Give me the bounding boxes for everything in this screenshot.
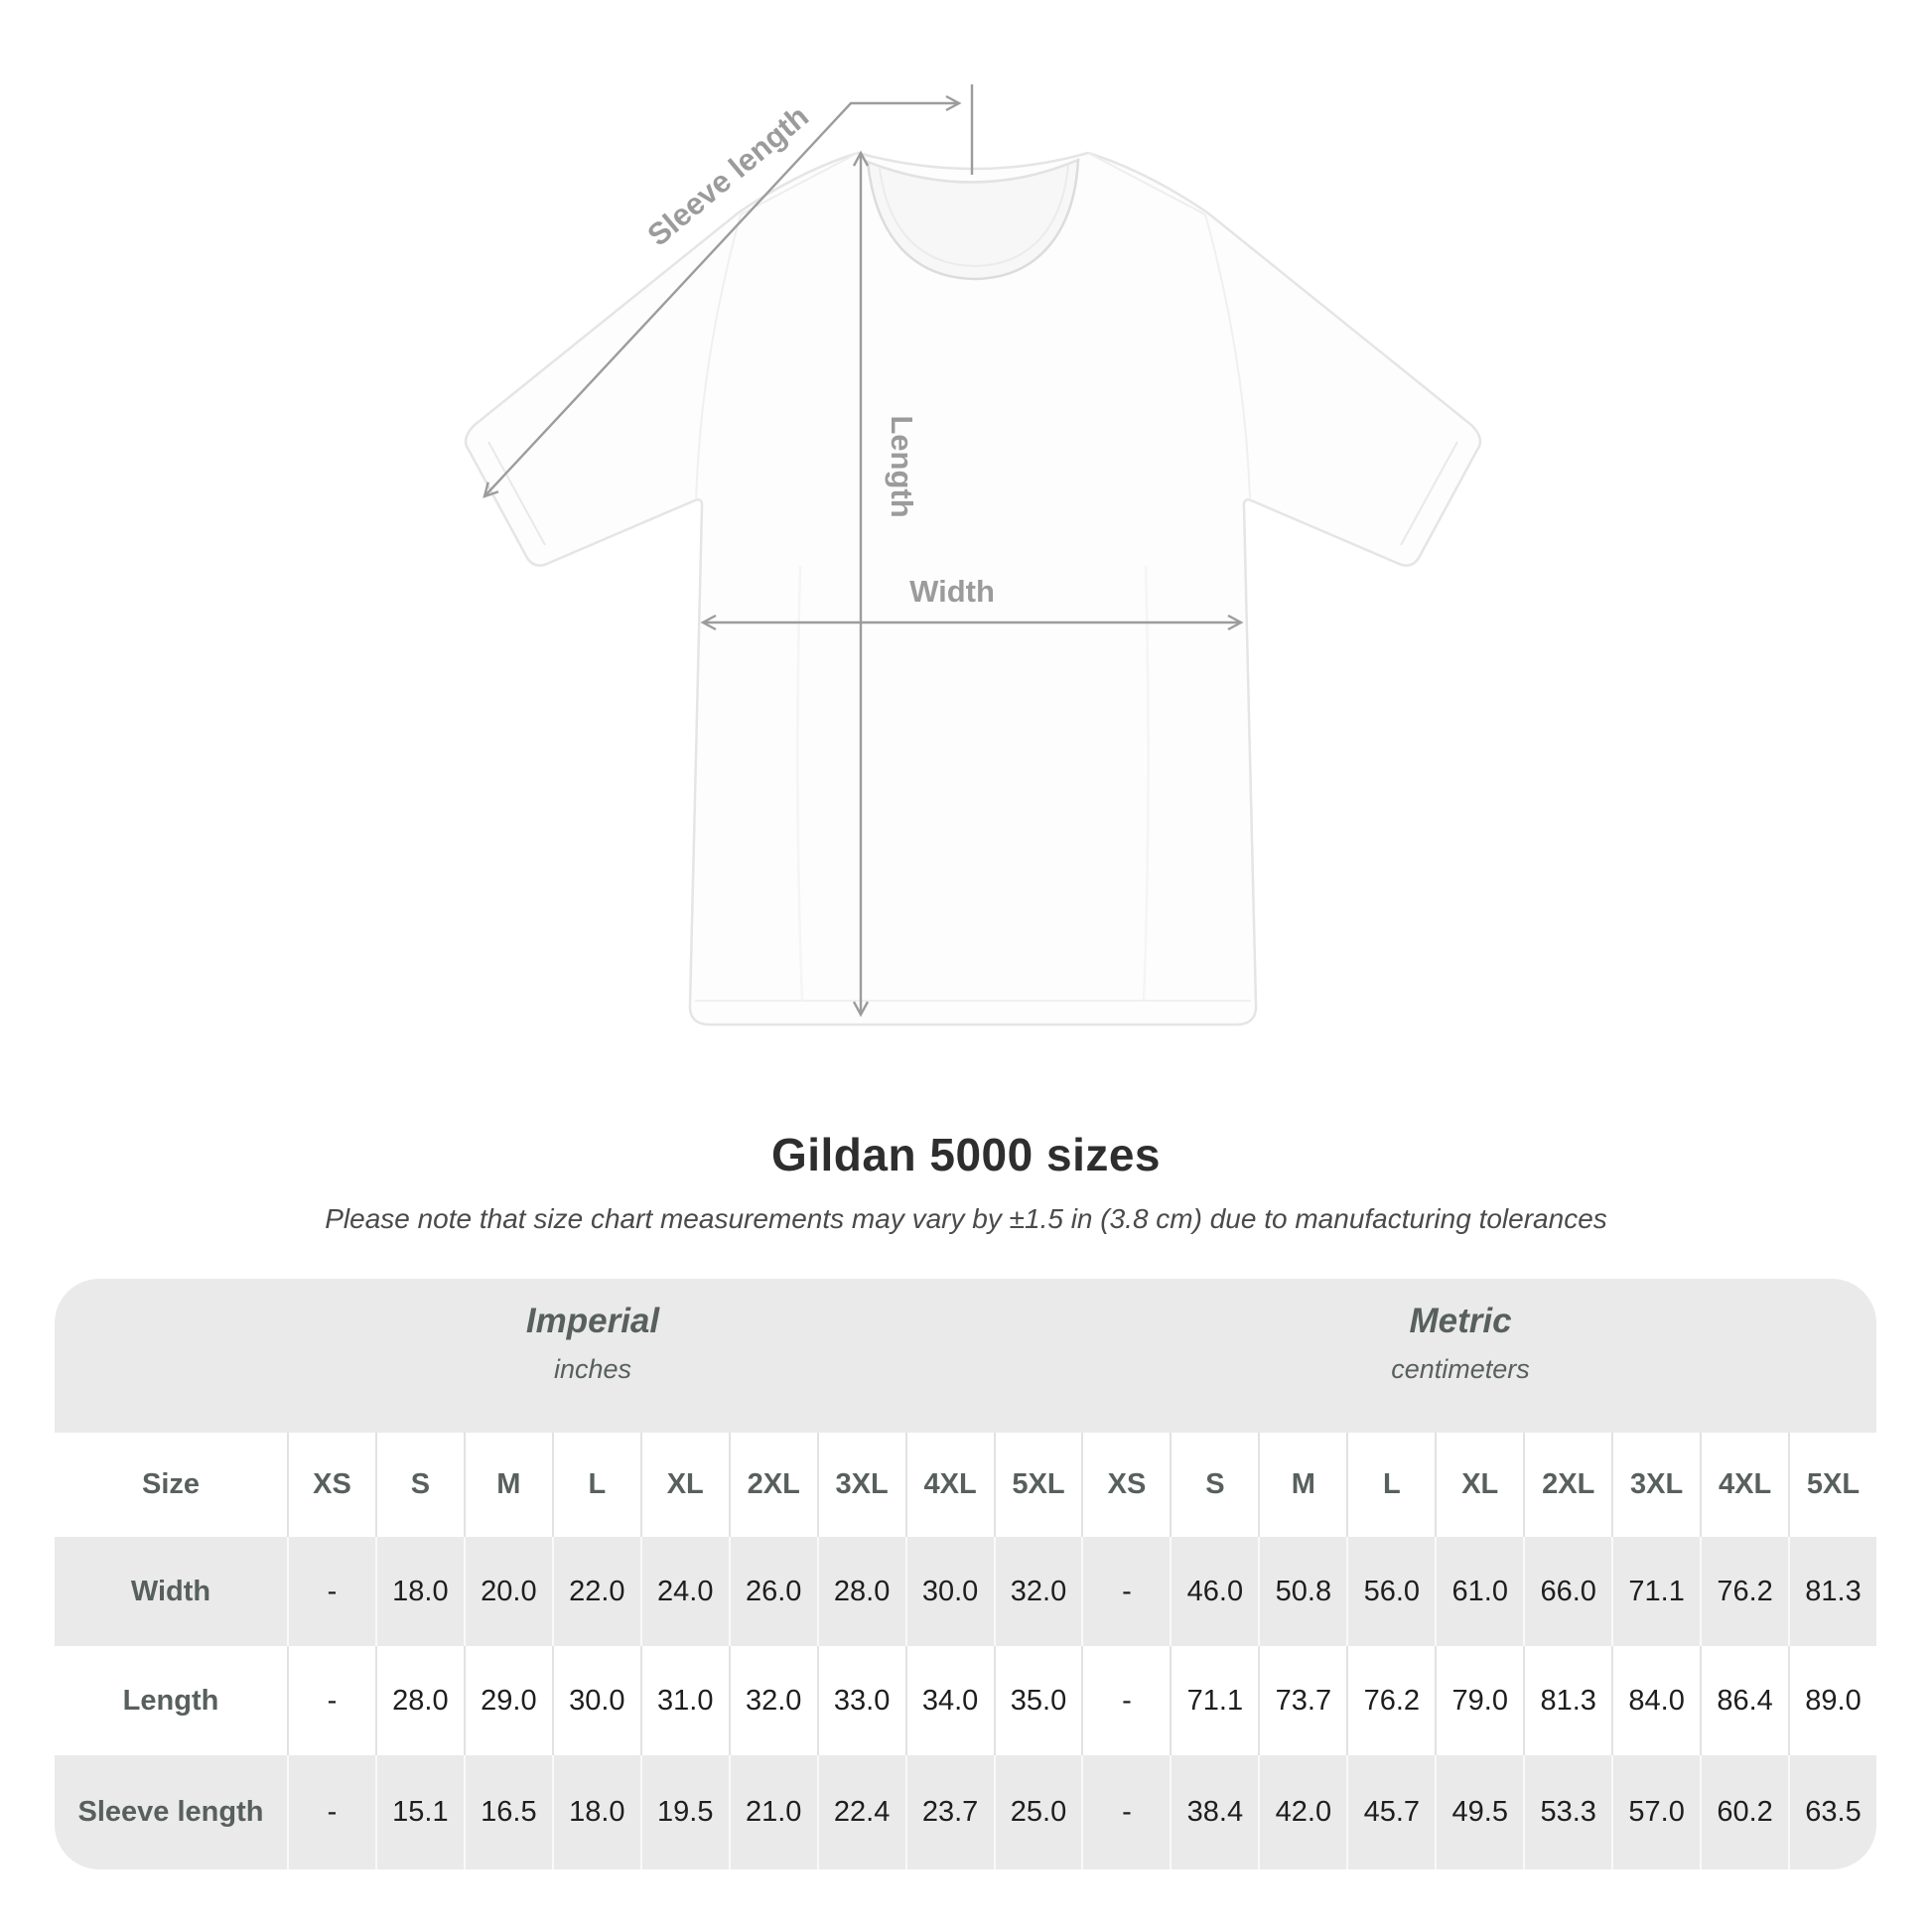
size-header-cell: 2XL [728,1433,817,1537]
value-cell: - [1081,1755,1170,1869]
width-row: Width -18.0 20.0 22.0 24.0 26.0 28.0 30.0 32.0-… [55,1537,1876,1646]
value-cell: 28.0 [816,1537,905,1646]
size-header-cell: 4XL [1700,1433,1788,1537]
imperial-label: Imperial [525,1302,660,1340]
width-label: Width [909,574,995,609]
value-cell: 61.0 [1435,1537,1523,1646]
sleeve-length-row: Sleeve length -15.1 16.5 18.0 19.5 21.0 22.4 2… [55,1755,1876,1869]
page-title: Gildan 5000 sizes [770,1129,1162,1180]
value-cell: 46.0 [1170,1537,1258,1646]
value-cell: 35.0 [993,1646,1082,1755]
value-cell: 31.0 [639,1646,729,1755]
value-cell: 20.0 [463,1537,552,1646]
value-cell: 24.0 [639,1537,729,1646]
metric-label: Metric [1409,1302,1512,1340]
tshirt-measurement-diagram: Sleeve length Length Width [464,84,1482,1027]
sleeve-length-row-label: Sleeve length [77,1796,264,1828]
value-cell: 57.0 [1611,1755,1700,1869]
value-cell: 71.1 [1611,1537,1700,1646]
value-cell: 32.0 [728,1646,817,1755]
value-cell: 32.0 [993,1537,1082,1646]
value-cell: 18.0 [374,1537,464,1646]
size-header-cell: S [1170,1433,1258,1537]
page-subtitle: Please note that size chart measurements… [325,1203,1607,1234]
value-cell: 28.0 [374,1646,464,1755]
value-cell: 16.5 [463,1755,552,1869]
value-cell: 38.4 [1170,1755,1258,1869]
value-cell: 21.0 [728,1755,817,1869]
value-cell: - [287,1755,375,1869]
value-cell: 79.0 [1435,1646,1523,1755]
width-row-label: Width [130,1575,211,1607]
unit-header-band: Imperial inches Metric centimeters [55,1279,1876,1433]
size-header-cell: 3XL [1611,1433,1700,1537]
size-header-cell: M [463,1433,552,1537]
value-cell: 60.2 [1700,1755,1788,1869]
value-cell: 66.0 [1523,1537,1611,1646]
size-col-label: Size [141,1468,201,1500]
value-cell: 84.0 [1611,1646,1700,1755]
value-cell: 45.7 [1346,1755,1435,1869]
value-cell: 33.0 [816,1646,905,1755]
imperial-unit-header: Imperial inches [526,1301,659,1386]
value-cell: 86.4 [1700,1646,1788,1755]
length-row: Length -28.0 29.0 30.0 31.0 32.0 33.0 34.0 35.0… [55,1646,1876,1755]
size-header-cell: L [551,1433,640,1537]
length-label: Length [885,415,919,517]
value-cell: 81.3 [1523,1646,1611,1755]
length-row-label: Length [122,1684,219,1717]
value-cell: 76.2 [1700,1537,1788,1646]
size-header-row: Size XS S M L XL 2XL 3XL 4XL 5XL XS S M L XL 2XL 3XL 4XL… [55,1433,1876,1537]
value-cell: 22.4 [816,1755,905,1869]
size-header-cell: XL [1435,1433,1523,1537]
size-header-cell: 5XL [1788,1433,1876,1537]
value-cell: 26.0 [728,1537,817,1646]
size-chart-table: Imperial inches Metric centimeters Size … [55,1279,1876,1869]
value-cell: 49.5 [1435,1755,1523,1869]
sleeve-length-arrow [483,94,962,498]
value-cell: 50.8 [1258,1537,1346,1646]
value-cell: 73.7 [1258,1646,1346,1755]
value-cell: 53.3 [1523,1755,1611,1869]
value-cell: - [287,1646,375,1755]
value-cell: 15.1 [374,1755,464,1869]
value-cell: - [287,1537,375,1646]
value-cell: 22.0 [551,1537,640,1646]
size-header-cell: XS [1081,1433,1170,1537]
value-cell: 23.7 [904,1755,994,1869]
value-cell: 25.0 [993,1755,1082,1869]
value-cell: 76.2 [1346,1646,1435,1755]
size-header-cell: 5XL [993,1433,1082,1537]
size-header-cell: 3XL [816,1433,905,1537]
size-header-cell: XL [639,1433,729,1537]
value-cell: 30.0 [551,1646,640,1755]
imperial-unit-label: inches [553,1354,632,1384]
value-cell: 56.0 [1346,1537,1435,1646]
measurement-annotations [483,84,1244,1018]
size-header-cell: S [374,1433,464,1537]
size-header-cell: 2XL [1523,1433,1611,1537]
value-cell: 89.0 [1788,1646,1876,1755]
value-cell: - [1081,1646,1170,1755]
metric-unit-header: Metric centimeters [1391,1301,1530,1386]
size-header-cell: M [1258,1433,1346,1537]
size-header-cell: 4XL [904,1433,994,1537]
value-cell: 18.0 [551,1755,640,1869]
value-cell: 42.0 [1258,1755,1346,1869]
value-cell: 30.0 [904,1537,994,1646]
size-header-cell: XS [287,1433,375,1537]
value-cell: 81.3 [1788,1537,1876,1646]
metric-unit-label: centimeters [1391,1354,1530,1384]
size-header-cell: L [1346,1433,1435,1537]
value-cell: 71.1 [1170,1646,1258,1755]
value-cell: 63.5 [1788,1755,1876,1869]
value-cell: - [1081,1537,1170,1646]
value-cell: 29.0 [463,1646,552,1755]
value-cell: 19.5 [639,1755,729,1869]
value-cell: 34.0 [904,1646,994,1755]
